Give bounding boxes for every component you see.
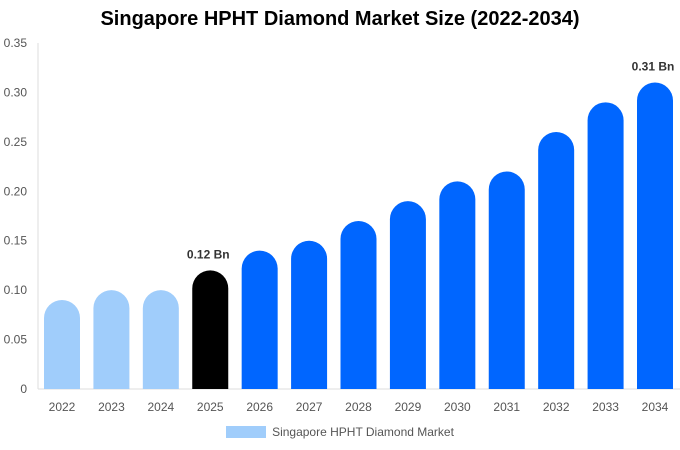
x-tick-label: 2023 <box>98 400 125 414</box>
x-tick-label: 2033 <box>592 400 619 414</box>
bar-2026 <box>241 250 278 389</box>
x-tick-label: 2034 <box>642 400 669 414</box>
x-tick-label: 2030 <box>444 400 471 414</box>
x-tick-label: 2026 <box>246 400 273 414</box>
data-label: 0.31 Bn <box>632 60 675 74</box>
x-tick-label: 2031 <box>493 400 520 414</box>
bar-2029 <box>389 201 426 389</box>
bar-2024 <box>142 290 179 389</box>
x-tick-label: 2025 <box>197 400 224 414</box>
y-tick-label: 0.20 <box>4 184 28 198</box>
bar-2030 <box>439 181 476 389</box>
bar-2031 <box>488 171 525 389</box>
y-tick-label: 0 <box>20 382 27 396</box>
x-tick-label: 2022 <box>49 400 76 414</box>
y-tick-label: 0.10 <box>4 283 28 297</box>
x-tick-label: 2028 <box>345 400 372 414</box>
bar-2023 <box>93 290 130 389</box>
x-tick-label: 2029 <box>395 400 422 414</box>
bar-2028 <box>340 220 377 389</box>
bar-2025 <box>192 270 229 389</box>
legend-swatch <box>226 426 267 438</box>
y-tick-label: 0.25 <box>4 135 28 149</box>
x-tick-label: 2024 <box>147 400 174 414</box>
legend: Singapore HPHT Diamond Market <box>0 425 680 439</box>
x-tick-label: 2032 <box>543 400 570 414</box>
x-tick-label: 2027 <box>296 400 323 414</box>
bar-2027 <box>291 240 328 389</box>
legend-label: Singapore HPHT Diamond Market <box>272 425 454 439</box>
y-tick-label: 0.30 <box>4 85 28 99</box>
bar-2034 <box>637 82 673 390</box>
bar-2033 <box>587 102 624 390</box>
y-tick-label: 0.15 <box>4 234 28 248</box>
bar-chart: 0 0.05 0.10 0.15 0.20 0.25 0.30 0.35 2022 2023 202… <box>4 36 680 414</box>
y-tick-label: 0.05 <box>4 333 28 347</box>
y-tick-label: 0.35 <box>4 36 28 50</box>
bar-2032 <box>538 131 575 389</box>
bar-2022 <box>44 300 80 389</box>
data-label: 0.12 Bn <box>187 247 230 261</box>
chart-title: Singapore HPHT Diamond Market Size (2022… <box>100 8 580 30</box>
